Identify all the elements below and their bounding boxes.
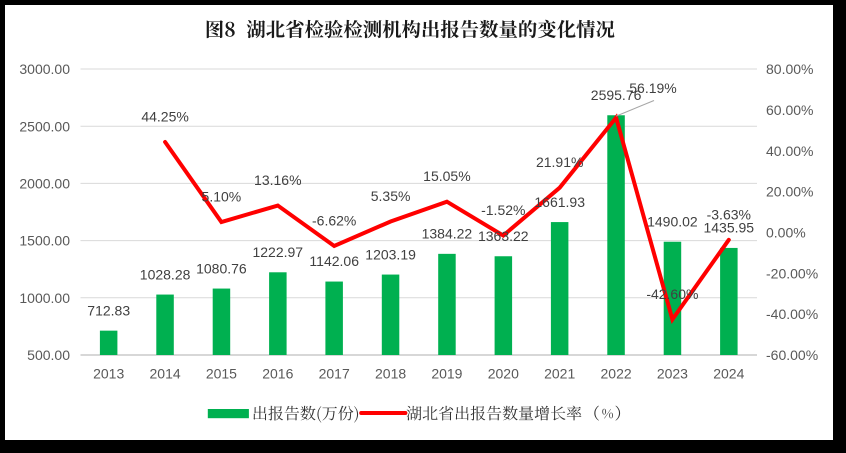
svg-text:21.91%: 21.91% (536, 154, 583, 170)
svg-text:1080.76: 1080.76 (196, 260, 247, 276)
svg-text:2016: 2016 (262, 365, 293, 381)
svg-text:56.19%: 56.19% (629, 80, 676, 96)
svg-text:0.00%: 0.00% (766, 225, 806, 241)
svg-text:5.35%: 5.35% (371, 188, 411, 204)
svg-text:1435.95: 1435.95 (703, 220, 754, 236)
svg-text:-20.00%: -20.00% (766, 265, 818, 281)
svg-text:20.00%: 20.00% (766, 184, 813, 200)
svg-text:500.00: 500.00 (27, 347, 70, 363)
svg-text:-40.00%: -40.00% (766, 306, 818, 322)
svg-text:3000.00: 3000.00 (19, 61, 70, 77)
svg-text:1142.06: 1142.06 (309, 253, 359, 269)
svg-text:2014: 2014 (150, 365, 181, 381)
svg-text:15.05%: 15.05% (423, 168, 470, 184)
svg-text:-6.62%: -6.62% (312, 213, 356, 229)
svg-text:2024: 2024 (713, 365, 744, 381)
svg-text:1490.02: 1490.02 (647, 213, 698, 229)
svg-text:1661.93: 1661.93 (534, 194, 585, 210)
svg-text:2018: 2018 (375, 365, 406, 381)
svg-text:2022: 2022 (601, 365, 632, 381)
svg-text:60.00%: 60.00% (766, 102, 813, 118)
svg-text:40.00%: 40.00% (766, 143, 813, 159)
svg-text:2017: 2017 (319, 365, 350, 381)
svg-text:2013: 2013 (93, 365, 124, 381)
svg-text:2015: 2015 (206, 365, 237, 381)
svg-text:-3.63%: -3.63% (707, 206, 751, 222)
svg-text:2021: 2021 (544, 365, 575, 381)
svg-text:1203.19: 1203.19 (365, 246, 416, 262)
svg-text:2595.76: 2595.76 (591, 87, 642, 103)
svg-text:2500.00: 2500.00 (19, 118, 70, 134)
svg-text:712.83: 712.83 (87, 302, 130, 318)
svg-text:2019: 2019 (431, 365, 462, 381)
svg-text:1384.22: 1384.22 (422, 226, 473, 242)
svg-text:-1.52%: -1.52% (481, 202, 525, 218)
svg-text:5.10%: 5.10% (202, 189, 242, 205)
svg-text:13.16%: 13.16% (254, 172, 301, 188)
svg-text:1000.00: 1000.00 (19, 290, 70, 306)
svg-text:44.25%: 44.25% (141, 109, 188, 125)
svg-text:1500.00: 1500.00 (19, 233, 70, 249)
svg-text:1222.97: 1222.97 (252, 244, 303, 260)
svg-text:-42.60%: -42.60% (646, 286, 698, 302)
svg-text:80.00%: 80.00% (766, 61, 813, 77)
svg-text:1363.22: 1363.22 (478, 228, 529, 244)
svg-text:-60.00%: -60.00% (766, 347, 818, 363)
svg-text:2023: 2023 (657, 365, 688, 381)
svg-text:1028.28: 1028.28 (140, 266, 191, 282)
svg-text:2020: 2020 (488, 365, 519, 381)
svg-text:2000.00: 2000.00 (19, 176, 70, 192)
